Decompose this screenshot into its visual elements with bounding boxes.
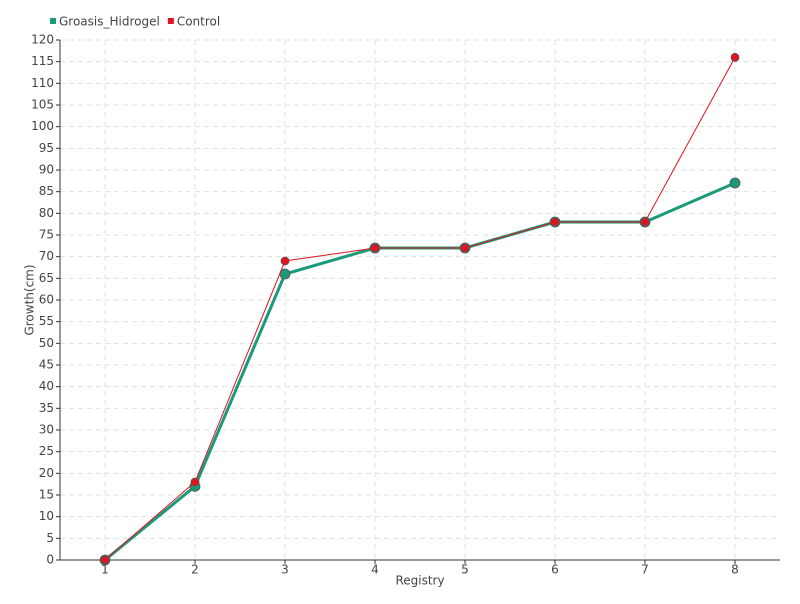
- legend-label: Groasis_Hidrogel: [59, 15, 160, 29]
- legend-label: Control: [177, 15, 220, 29]
- y-tick-label: 80: [39, 206, 54, 220]
- y-tick-label: 120: [31, 33, 54, 47]
- y-tick-label: 110: [31, 76, 54, 90]
- y-tick-label: 15: [39, 488, 54, 502]
- y-tick-label: 70: [39, 249, 54, 263]
- x-tick-label: 4: [371, 563, 379, 577]
- y-tick-label: 0: [46, 553, 54, 567]
- x-axis-label: Registry: [395, 574, 444, 588]
- series-line: [104, 181, 736, 562]
- y-tick-label: 100: [31, 119, 54, 133]
- y-tick-label: 90: [39, 163, 54, 177]
- data-point: [190, 477, 200, 487]
- y-tick-label: 105: [31, 98, 54, 112]
- data-point: [730, 52, 740, 62]
- data-point: [280, 256, 290, 266]
- data-point: [550, 217, 560, 227]
- y-tick-label: 30: [39, 423, 54, 437]
- data-point: [370, 243, 380, 253]
- y-tick-label: 55: [39, 314, 54, 328]
- y-tick-label: 40: [39, 379, 54, 393]
- x-tick-label: 6: [551, 563, 559, 577]
- y-tick-label: 20: [39, 466, 54, 480]
- data-point: [729, 177, 741, 189]
- x-tick-label: 7: [641, 563, 649, 577]
- y-tick-label: 45: [39, 358, 54, 372]
- data-point: [460, 243, 470, 253]
- y-tick-label: 60: [39, 293, 54, 307]
- data-point: [100, 555, 110, 565]
- y-tick-label: 5: [46, 531, 54, 545]
- legend-swatch: [50, 18, 56, 24]
- y-tick-label: 85: [39, 184, 54, 198]
- x-tick-label: 5: [461, 563, 469, 577]
- legend-swatch: [167, 18, 174, 24]
- y-tick-label: 25: [39, 444, 54, 458]
- series-line: [104, 57, 736, 561]
- y-tick-label: 50: [39, 336, 54, 350]
- y-tick-label: 65: [39, 271, 54, 285]
- y-tick-label: 115: [31, 54, 54, 68]
- x-tick-label: 3: [281, 563, 289, 577]
- data-point: [640, 217, 650, 227]
- y-tick-label: 95: [39, 141, 54, 155]
- y-tick-label: 35: [39, 401, 54, 415]
- y-tick-label: 75: [39, 228, 54, 242]
- y-tick-label: 10: [39, 509, 54, 523]
- x-tick-label: 8: [731, 563, 739, 577]
- x-tick-label: 1: [101, 563, 109, 577]
- y-axis-label: Growth(cm): [23, 264, 37, 335]
- x-tick-label: 2: [191, 563, 199, 577]
